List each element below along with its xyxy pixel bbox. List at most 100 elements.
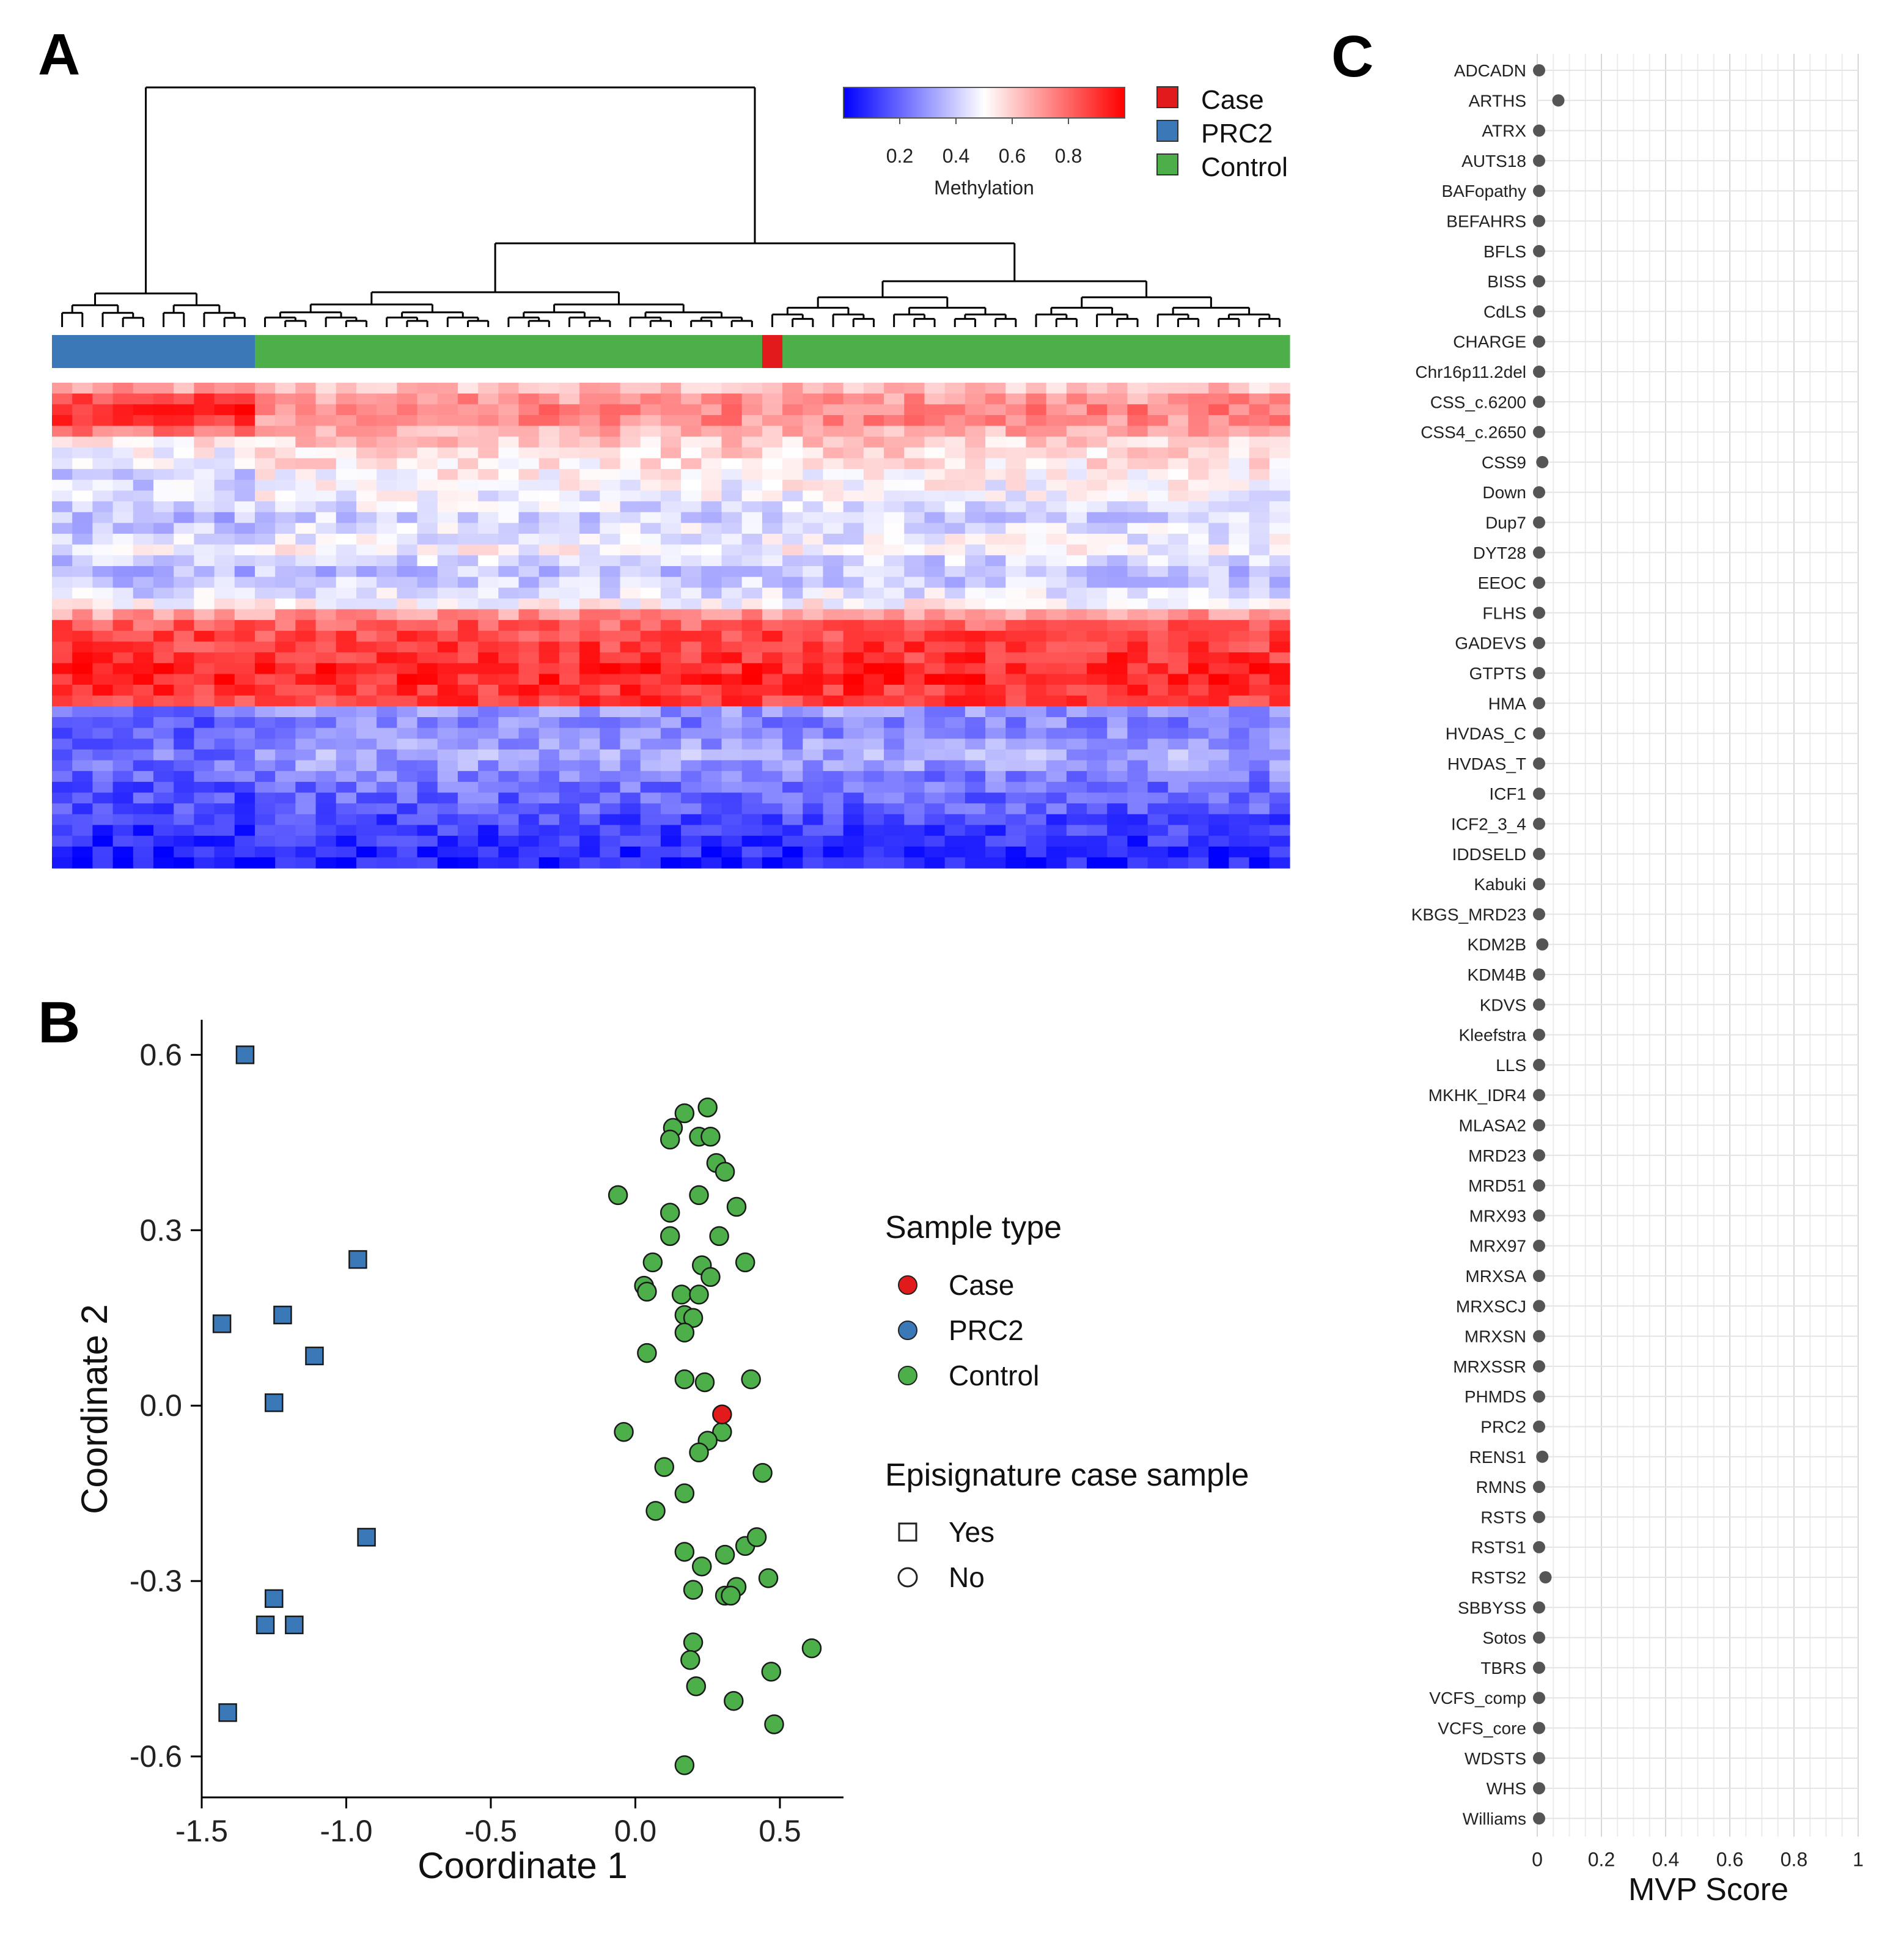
heatmap-cell [1147,857,1169,869]
heatmap-cell [782,469,803,481]
heatmap-cell [904,652,925,664]
heatmap-cell [660,383,682,394]
heatmap-cell [234,771,255,783]
heatmap-cell [214,534,235,545]
heatmap-cell [174,728,194,739]
heatmap-cell [1026,577,1047,588]
heatmap-cell [174,393,194,405]
heatmap-cell [1087,706,1108,718]
annotation-segment-control [254,335,763,368]
heatmap-cell [275,739,296,750]
heatmap-cell [133,414,154,427]
heatmap-cell [965,641,986,653]
heatmap-cell [741,469,763,481]
heatmap-cell [823,825,844,836]
heatmap-cell [579,566,600,578]
heatmap-cell [1229,479,1250,492]
syndrome-label: MRXSN [1465,1327,1526,1346]
heatmap-cell [1188,469,1209,481]
heatmap-cell [174,577,194,588]
heatmap-cell [1229,717,1250,729]
heatmap-cell [640,739,661,750]
heatmap-cell [478,458,499,470]
heatmap-cell [640,846,661,858]
point-control [715,1544,735,1565]
heatmap-cell [498,814,520,826]
heatmap-cell [803,846,824,858]
heatmap-cell [600,490,621,502]
heatmap-cell [1229,469,1250,481]
heatmap-cell [92,695,114,707]
heatmap-cell [741,663,763,674]
heatmap-cell [112,825,134,836]
heatmap-cell [194,825,215,836]
heatmap-cell [336,620,357,632]
heatmap-cell [295,512,317,523]
methylation-heatmap [52,383,1290,869]
heatmap-cell [1147,630,1169,643]
heatmap-cell [1229,512,1250,523]
mvp-point [1533,396,1545,408]
heatmap-cell [377,458,397,470]
heatmap-cell [478,760,499,772]
syndrome-label: KDM2B [1468,935,1526,954]
heatmap-cell [823,404,844,416]
heatmap-cell [823,490,844,502]
heatmap-cell [559,695,580,707]
heatmap-cell [417,641,438,653]
heatmap-cell [762,426,783,437]
heatmap-cell [559,588,580,599]
heatmap-cell [153,469,174,481]
heatmap-cell [1188,588,1209,599]
heatmap-cell [275,620,296,632]
point-control [697,1097,718,1118]
heatmap-cell [52,469,73,481]
heatmap-cell [762,588,783,599]
heatmap-cell [904,383,925,394]
heatmap-cell [315,426,337,437]
mvp-point [1533,546,1545,559]
heatmap-cell [823,609,844,621]
heatmap-cell [174,426,194,437]
heatmap-cell [1026,393,1047,405]
point-control [671,1284,692,1305]
heatmap-cell [1107,814,1128,826]
heatmap-cell [315,695,337,707]
heatmap-cell [92,620,114,632]
heatmap-cell [823,695,844,707]
mvp-point [1533,1119,1545,1132]
heatmap-cell [1107,523,1128,534]
heatmap-cell [133,523,154,534]
heatmap-cell [52,825,73,836]
heatmap-cell [478,588,499,599]
heatmap-cell [1046,437,1067,448]
heatmap-cell [681,749,702,761]
heatmap-cell [538,437,560,448]
heatmap-cell [944,803,966,815]
heatmap-cell [112,458,134,470]
heatmap-cell [1046,620,1067,632]
heatmap-cell [1208,383,1230,394]
heatmap-cell [52,598,73,610]
heatmap-cell [803,512,824,523]
heatmap-cell [965,685,986,696]
heatmap-cell [214,641,235,653]
heatmap-cell [336,857,357,869]
heatmap-cell [944,825,966,836]
heatmap-cell [72,588,93,599]
heatmap-cell [538,479,560,492]
point-control [683,1308,704,1328]
heatmap-cell [1026,501,1047,513]
heatmap-cell [52,404,73,416]
heatmap-cell [518,685,540,696]
heatmap-cell [518,792,540,804]
heatmap-cell [823,781,844,794]
heatmap-cell [1026,523,1047,534]
heatmap-cell [924,620,946,632]
heatmap-cell [133,685,154,696]
heatmap-cell [559,426,580,437]
colorbar-tick-label: 0.2 [886,145,913,167]
heatmap-cell [904,577,925,588]
heatmap-cell [538,717,560,729]
heatmap-cell [478,447,499,459]
